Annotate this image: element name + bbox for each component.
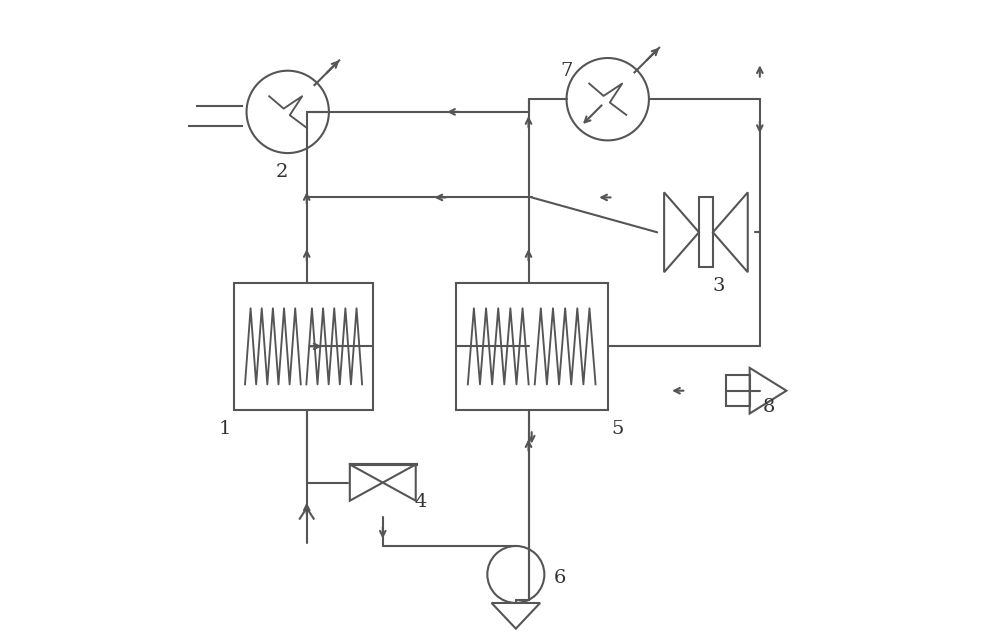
- Text: 6: 6: [554, 569, 566, 587]
- Text: 3: 3: [712, 277, 725, 295]
- Text: 7: 7: [560, 62, 573, 80]
- Bar: [699, 198, 713, 267]
- Text: 2: 2: [275, 163, 288, 181]
- Text: 4: 4: [415, 492, 427, 510]
- Text: 5: 5: [611, 420, 623, 438]
- Bar: [234, 283, 373, 410]
- Text: 8: 8: [763, 397, 775, 415]
- Text: 1: 1: [218, 420, 231, 438]
- Bar: [726, 376, 750, 406]
- Bar: [456, 283, 608, 410]
